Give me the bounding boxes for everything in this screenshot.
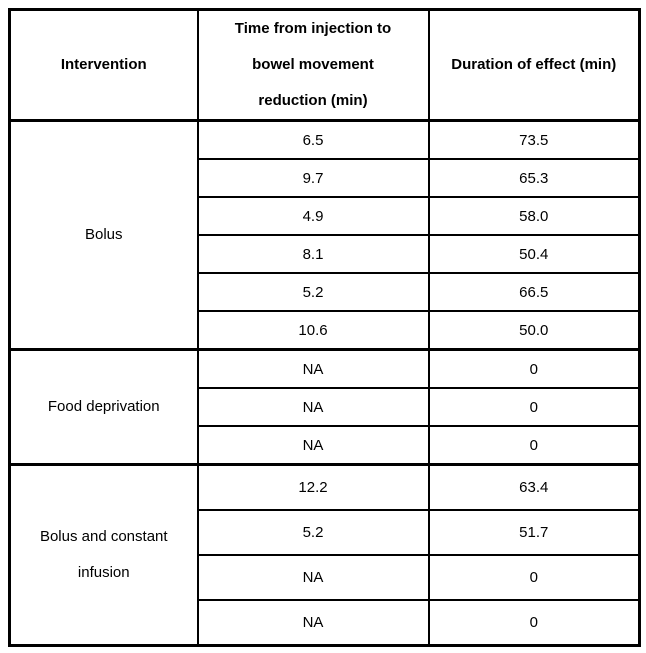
duration-value-cell: 0 xyxy=(427,425,641,466)
column-header-duration: Duration of effect (min) xyxy=(427,8,641,122)
column-header-line: Duration of effect (min) xyxy=(451,56,617,73)
column-header-intervention: Intervention xyxy=(8,8,199,122)
header-row: Intervention Time from injection to bowel … xyxy=(8,8,641,122)
intervention-label-line: Bolus xyxy=(84,226,123,243)
table-row: Bolus 6.5 73.5 xyxy=(8,119,641,351)
time-value-cell: 6.5 xyxy=(196,119,430,160)
duration-value-cell: 73.5 xyxy=(427,119,641,160)
table-row: 10.6 50.0 xyxy=(10,310,641,351)
table-row: Bolus and constant infusion 12.2 63.4 xyxy=(8,463,641,647)
table-row: NA 0 xyxy=(10,599,641,647)
data-table: Intervention Time from injection to bowel … xyxy=(8,8,641,647)
time-value-cell: 4.9 xyxy=(196,196,430,236)
table-row: NA 0 xyxy=(10,554,641,601)
column-header-time: Time from injection to bowel movement redu… xyxy=(196,8,430,122)
duration-value-cell: 0 xyxy=(427,554,641,601)
duration-value-cell: 50.4 xyxy=(427,234,641,274)
time-value-cell: 5.2 xyxy=(196,509,430,556)
time-value-cell: 8.1 xyxy=(196,234,430,274)
time-value-cell: 10.6 xyxy=(196,310,430,351)
column-header-line: Time from injection to xyxy=(234,20,392,37)
duration-value-cell: 51.7 xyxy=(427,509,641,556)
duration-value-cell: 50.0 xyxy=(427,310,641,351)
intervention-cell: Bolus and constant infusion xyxy=(8,463,199,647)
intervention-label-line: Food deprivation xyxy=(47,398,160,415)
table-row: NA 0 xyxy=(10,425,641,466)
time-value-cell: NA xyxy=(196,599,430,647)
table-row: Food deprivation NA 0 xyxy=(8,348,641,466)
table-row: 5.2 51.7 xyxy=(10,509,641,556)
duration-value-cell: 0 xyxy=(427,599,641,647)
column-header-line: bowel movement xyxy=(252,56,374,73)
intervention-cell: Food deprivation xyxy=(8,348,199,466)
table-row: NA 0 xyxy=(10,387,641,427)
column-header-line: reduction (min) xyxy=(258,92,368,109)
table-row: 8.1 50.4 xyxy=(10,234,641,274)
duration-value-cell: 58.0 xyxy=(427,196,641,236)
intervention-cell: Bolus xyxy=(8,119,199,351)
intervention-label-line: Bolus and constant xyxy=(39,528,168,545)
time-value-cell: 12.2 xyxy=(196,463,430,511)
intervention-label-line: infusion xyxy=(77,564,130,581)
time-value-cell: NA xyxy=(196,387,430,427)
duration-value-cell: 0 xyxy=(427,387,641,427)
table-row: 9.7 65.3 xyxy=(10,158,641,198)
time-value-cell: NA xyxy=(196,554,430,601)
duration-value-cell: 0 xyxy=(427,348,641,389)
time-value-cell: NA xyxy=(196,425,430,466)
duration-value-cell: 63.4 xyxy=(427,463,641,511)
table-row: 5.2 66.5 xyxy=(10,272,641,312)
time-value-cell: 5.2 xyxy=(196,272,430,312)
table-row: 4.9 58.0 xyxy=(10,196,641,236)
time-value-cell: NA xyxy=(196,348,430,389)
time-value-cell: 9.7 xyxy=(196,158,430,198)
duration-value-cell: 65.3 xyxy=(427,158,641,198)
duration-value-cell: 66.5 xyxy=(427,272,641,312)
table-body: Bolus 6.5 73.5 9.7 65.3 4.9 58.0 8.1 50.4 5.2 66.5… xyxy=(8,119,641,647)
column-header-line: Intervention xyxy=(60,56,147,73)
